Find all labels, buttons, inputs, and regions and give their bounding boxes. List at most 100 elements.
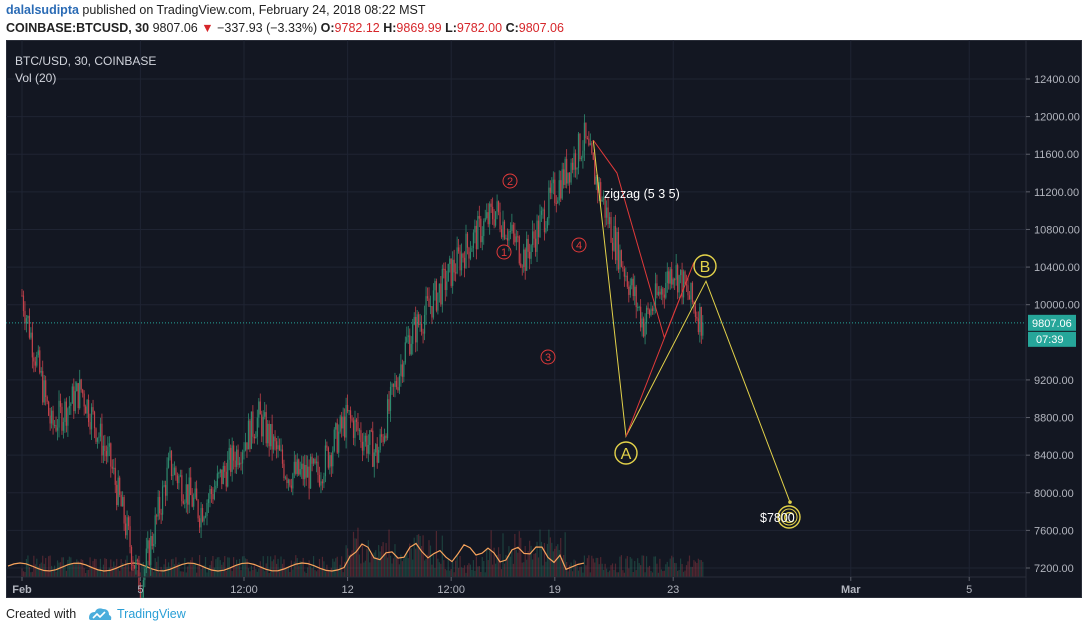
- candle-body: [515, 236, 517, 243]
- candle-body: [386, 399, 389, 439]
- volume-bar: [447, 559, 449, 577]
- volume-bar: [555, 546, 557, 577]
- candle-body: [672, 279, 674, 285]
- volume-bar: [348, 555, 350, 577]
- volume-bar: [589, 572, 591, 577]
- volume-bar: [694, 561, 696, 577]
- candle-body: [571, 162, 574, 170]
- volume-bar: [665, 564, 667, 577]
- volume-bar: [435, 531, 437, 577]
- candle-body: [398, 375, 400, 391]
- candle-body: [687, 285, 689, 296]
- volume-bar: [529, 540, 531, 577]
- volume-bar: [579, 566, 581, 577]
- volume-bar: [88, 569, 90, 577]
- candle-body: [176, 475, 178, 484]
- volume-bar: [640, 565, 642, 577]
- time-tick-label: 12:00: [437, 584, 465, 596]
- candle-body: [364, 435, 366, 442]
- candle-body: [468, 247, 470, 259]
- volume-bar: [39, 564, 41, 577]
- series-title[interactable]: BTC/USD, 30, COINBASE: [15, 54, 157, 68]
- volume-bar: [644, 572, 646, 577]
- candle-body: [684, 271, 686, 285]
- volume-bar: [58, 562, 60, 577]
- volume-bar: [416, 534, 418, 577]
- candle-body: [623, 268, 625, 277]
- volume-bar: [73, 563, 75, 577]
- volume-bar: [68, 556, 70, 577]
- volume-bar: [690, 566, 692, 577]
- volume-bar: [458, 567, 460, 577]
- author-name[interactable]: dalalsudipta: [6, 3, 79, 17]
- candle-body: [407, 335, 409, 338]
- volume-bar: [153, 571, 155, 577]
- volume-bar: [484, 572, 486, 577]
- candle-body: [585, 122, 587, 139]
- candle-body: [409, 335, 411, 355]
- volume-bar: [413, 537, 415, 577]
- candle-body: [53, 424, 56, 426]
- candle-body: [136, 559, 139, 561]
- candle-body: [415, 317, 417, 343]
- candle-body: [237, 449, 239, 466]
- volume-bar: [53, 565, 56, 577]
- candle-body: [418, 314, 420, 325]
- candle-body: [675, 265, 677, 280]
- volume-bar: [394, 544, 396, 577]
- volume-bar: [182, 571, 184, 577]
- candle-body: [545, 228, 547, 233]
- candle-body: [514, 233, 516, 243]
- tradingview-link[interactable]: TradingView: [117, 607, 186, 621]
- volume-bar: [588, 555, 590, 577]
- volume-bar: [567, 571, 569, 577]
- candle-body: [620, 250, 622, 267]
- volume-bar: [386, 557, 389, 577]
- volume-bar: [261, 566, 263, 577]
- volume-bar: [173, 564, 176, 577]
- candle-body: [197, 500, 199, 519]
- candle-body: [193, 497, 195, 507]
- chart-frame[interactable]: [6, 40, 1082, 598]
- volume-bar: [660, 569, 662, 577]
- volume-bar: [108, 567, 110, 577]
- volume-bar: [419, 536, 421, 577]
- candle-body: [31, 332, 33, 358]
- candle-body: [68, 405, 70, 409]
- candle-body: [191, 494, 193, 507]
- candle-body: [255, 436, 257, 439]
- volume-bar: [521, 562, 523, 577]
- volume-bar: [503, 563, 506, 577]
- candle-body: [474, 225, 476, 233]
- candle-body: [469, 251, 472, 259]
- volume-bar: [395, 555, 398, 577]
- candle-body: [626, 275, 628, 287]
- candle-body: [280, 449, 282, 451]
- volume-bar: [270, 556, 272, 577]
- candle-body: [342, 416, 344, 429]
- volume-title[interactable]: Vol (20): [15, 71, 57, 85]
- candle-body: [650, 308, 652, 316]
- volume-bar: [314, 570, 316, 577]
- candle-body: [196, 488, 198, 501]
- volume-bar: [600, 557, 602, 577]
- volume-bar: [505, 554, 507, 577]
- candle-body: [410, 343, 412, 355]
- volume-bar: [154, 558, 156, 577]
- volume-bar: [582, 572, 584, 577]
- volume-bar: [367, 540, 369, 577]
- candle-body: [278, 445, 281, 451]
- candle-body: [549, 187, 551, 193]
- candle-body: [536, 220, 538, 252]
- volume-bar: [347, 548, 349, 577]
- candle-body: [669, 269, 671, 284]
- down-arrow-icon: ▼: [201, 21, 214, 35]
- candle-body: [222, 465, 224, 485]
- volume-bar: [463, 565, 466, 577]
- volume-bar: [31, 571, 33, 577]
- candle-body: [56, 427, 59, 431]
- price-tick-label: 9200.00: [1034, 375, 1074, 387]
- candle-body: [678, 275, 680, 293]
- volume-bar: [401, 561, 403, 577]
